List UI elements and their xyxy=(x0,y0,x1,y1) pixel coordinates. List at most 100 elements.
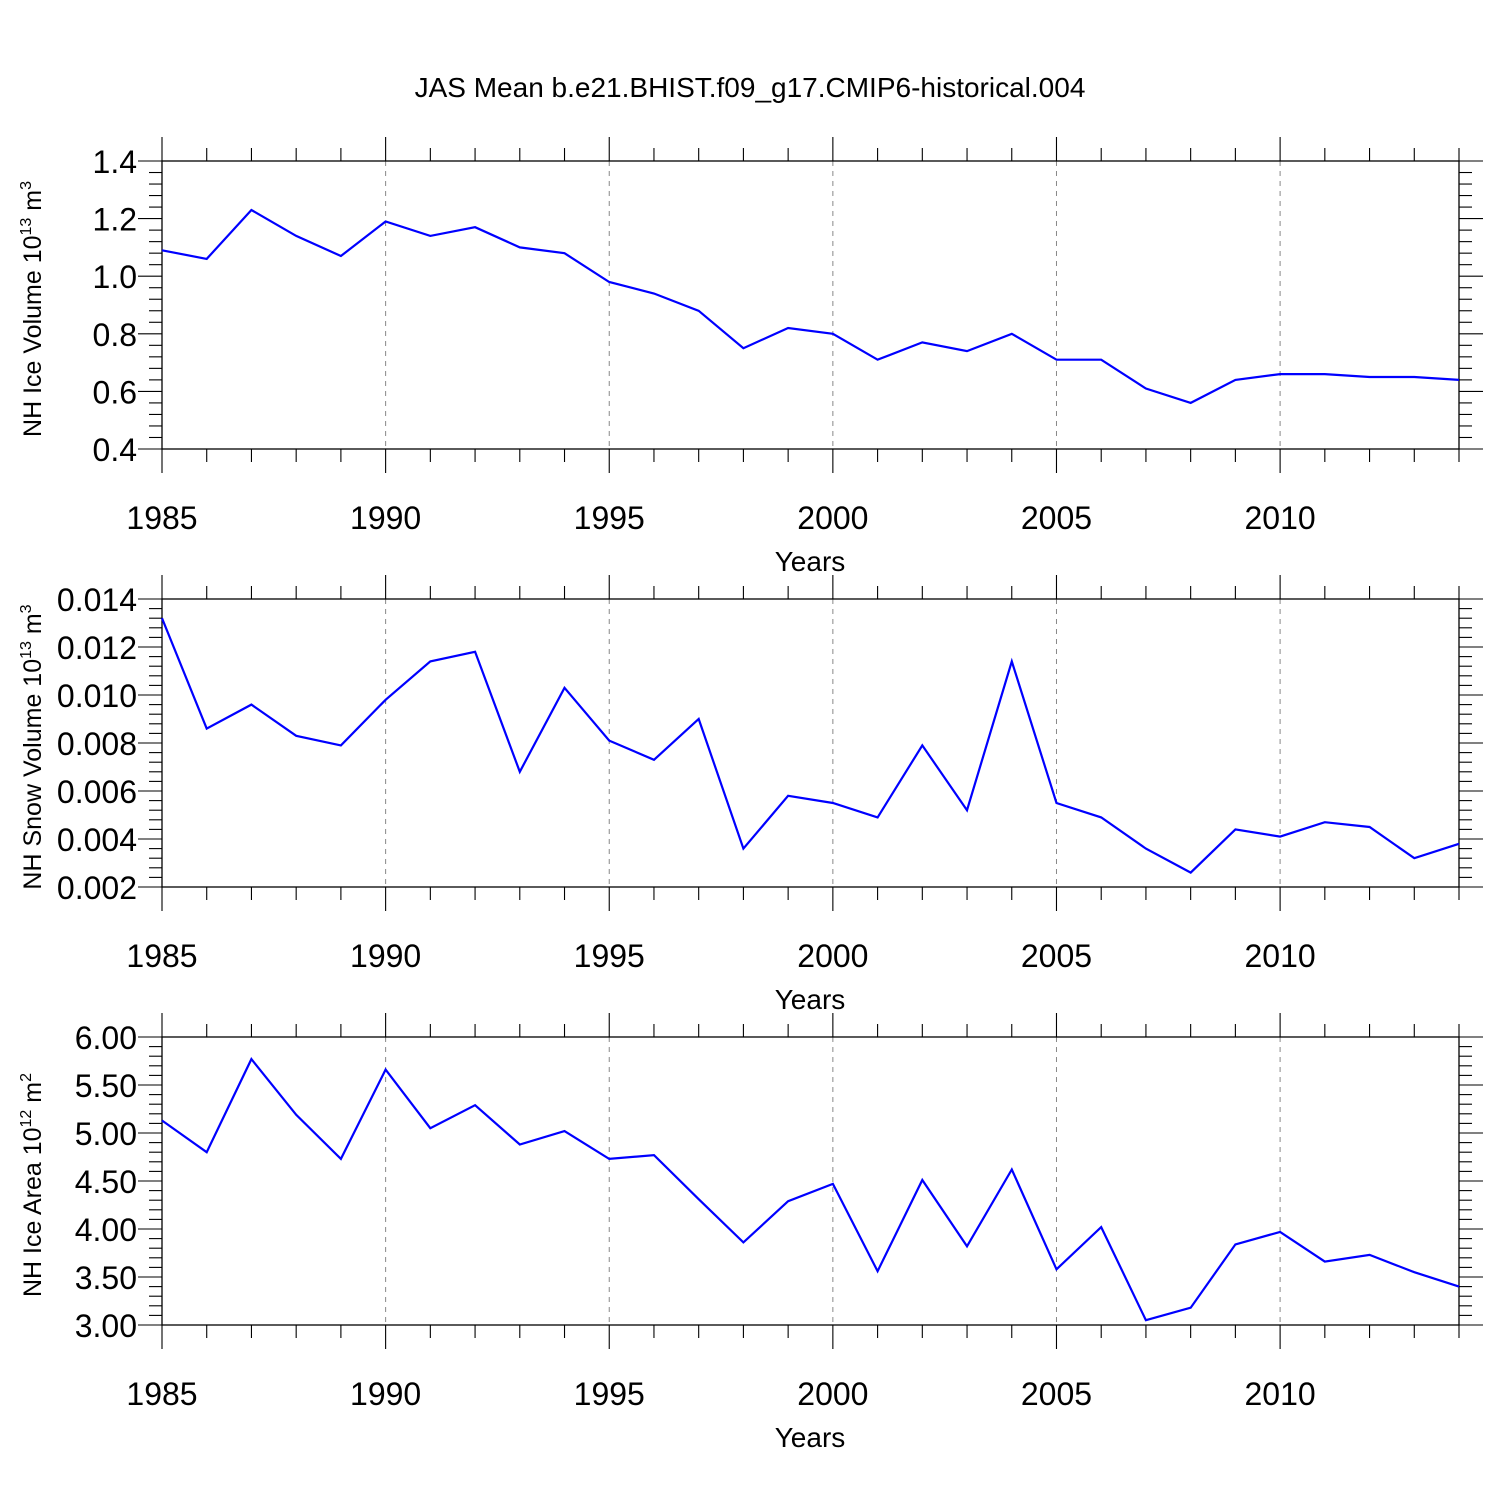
data-point xyxy=(385,220,387,222)
y-tick-label: 0.004 xyxy=(57,822,137,858)
data-point xyxy=(877,816,879,818)
data-point xyxy=(877,359,879,361)
y-axis-label-wrap: NH Ice Volume 1013 m3 xyxy=(18,181,47,437)
data-point xyxy=(608,740,610,742)
data-point xyxy=(1100,359,1102,361)
data-point xyxy=(250,1058,252,1060)
data-point xyxy=(1279,373,1281,375)
data-point xyxy=(653,759,655,761)
y-axis-label: NH Snow Volume 1013 m3 xyxy=(18,604,47,889)
data-point xyxy=(161,1120,163,1122)
y-tick-label: 5.00 xyxy=(75,1116,137,1152)
x-tick-label: 2005 xyxy=(1021,938,1092,974)
y-axis-label: NH Ice Volume 1013 m3 xyxy=(18,181,47,437)
x-tick-label: 2010 xyxy=(1245,500,1316,536)
data-point xyxy=(921,1179,923,1181)
data-point xyxy=(1369,826,1371,828)
data-point xyxy=(698,1198,700,1200)
data-point xyxy=(340,744,342,746)
data-point xyxy=(653,292,655,294)
y-tick-label: 3.50 xyxy=(75,1260,137,1296)
data-point xyxy=(742,1241,744,1243)
data-point xyxy=(429,1127,431,1129)
data-point xyxy=(564,687,566,689)
y-tick-label: 4.00 xyxy=(75,1212,137,1248)
y-tick-label: 0.010 xyxy=(57,678,137,714)
x-tick-label: 1990 xyxy=(350,500,421,536)
data-point xyxy=(608,281,610,283)
x-tick-label: 2000 xyxy=(797,938,868,974)
data-point xyxy=(1190,872,1192,874)
x-tick-label: 1985 xyxy=(126,500,197,536)
x-tick-label: 2000 xyxy=(797,1376,868,1412)
data-point xyxy=(295,735,297,737)
data-point xyxy=(698,310,700,312)
data-point xyxy=(1279,1231,1281,1233)
data-point xyxy=(250,209,252,211)
x-tick-label: 1990 xyxy=(350,1376,421,1412)
data-point xyxy=(877,1270,879,1272)
data-point xyxy=(1055,359,1057,361)
chart-title: JAS Mean b.e21.BHIST.f09_g17.CMIP6-histo… xyxy=(415,72,1086,103)
y-axis-label-wrap: NH Snow Volume 1013 m3 xyxy=(18,604,47,889)
x-axis-label: Years xyxy=(775,984,846,1015)
data-point xyxy=(1413,376,1415,378)
x-tick-label: 1995 xyxy=(574,938,645,974)
y-tick-label: 1.4 xyxy=(93,144,137,180)
data-point xyxy=(921,744,923,746)
y-tick-label: 1.2 xyxy=(93,202,137,238)
data-point xyxy=(742,848,744,850)
data-point xyxy=(1100,816,1102,818)
data-point xyxy=(1324,373,1326,375)
y-tick-label: 0.008 xyxy=(57,726,137,762)
x-tick-label: 2005 xyxy=(1021,1376,1092,1412)
data-point xyxy=(474,226,476,228)
data-point xyxy=(1279,836,1281,838)
y-tick-label: 0.6 xyxy=(93,374,137,410)
data-point xyxy=(429,235,431,237)
y-tick-label: 0.014 xyxy=(57,582,137,618)
data-point xyxy=(1190,1307,1192,1309)
data-point xyxy=(429,660,431,662)
data-point xyxy=(1055,1268,1057,1270)
data-point xyxy=(1011,1168,1013,1170)
x-tick-label: 1995 xyxy=(574,500,645,536)
x-tick-label: 2005 xyxy=(1021,500,1092,536)
data-point xyxy=(921,341,923,343)
data-point xyxy=(1145,1319,1147,1321)
data-point xyxy=(966,809,968,811)
data-point xyxy=(1100,1226,1102,1228)
data-point xyxy=(519,1144,521,1146)
data-point xyxy=(1413,857,1415,859)
data-point xyxy=(161,617,163,619)
data-point xyxy=(966,1245,968,1247)
data-point xyxy=(564,252,566,254)
data-point xyxy=(206,258,208,260)
x-tick-label: 1995 xyxy=(574,1376,645,1412)
data-point xyxy=(1234,828,1236,830)
data-point xyxy=(1011,660,1013,662)
x-tick-label: 2000 xyxy=(797,500,868,536)
x-axis-label: Years xyxy=(775,1422,846,1453)
data-point xyxy=(1324,821,1326,823)
plot-frame xyxy=(161,160,1460,450)
x-tick-label: 2010 xyxy=(1245,938,1316,974)
y-axis-label-wrap: NH Ice Area 1012 m2 xyxy=(18,1073,47,1297)
data-point xyxy=(1369,376,1371,378)
data-point xyxy=(161,249,163,251)
data-point xyxy=(1234,1243,1236,1245)
data-point xyxy=(832,1183,834,1185)
data-point xyxy=(340,255,342,257)
data-point xyxy=(653,1154,655,1156)
data-point xyxy=(742,347,744,349)
data-point xyxy=(1458,379,1460,381)
panel-snow-volume: 1985 1990 1995 2000 2005 2010 0.002 0.004 0.006 0… xyxy=(18,575,1483,1015)
data-point xyxy=(1011,333,1013,335)
data-point xyxy=(1324,1261,1326,1263)
x-tick-label: 1990 xyxy=(350,938,421,974)
data-point xyxy=(295,1114,297,1116)
x-tick-label: 1985 xyxy=(126,938,197,974)
x-tick-label: 1985 xyxy=(126,1376,197,1412)
data-point xyxy=(1145,848,1147,850)
